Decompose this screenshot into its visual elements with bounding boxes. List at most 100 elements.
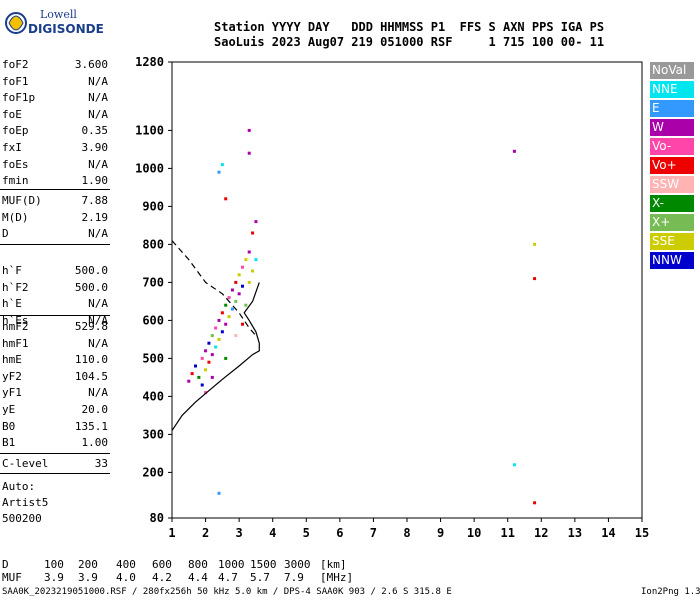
echo-point	[247, 151, 251, 155]
param-value: 529.8	[74, 320, 108, 333]
param-value: 135.1	[74, 419, 108, 433]
header-line2: SaoLuis 2023 Aug07 219 051000 RSF 1 715 …	[214, 35, 605, 49]
echo-point	[217, 170, 221, 174]
x-tick-label: 14	[601, 526, 615, 540]
echo-point	[237, 292, 241, 296]
param-label: hmF1	[2, 336, 29, 350]
echo-point	[254, 258, 258, 262]
legend-item: Vo+	[650, 157, 694, 174]
param-value: 500.0	[74, 280, 108, 294]
param-label: h`F2	[2, 280, 29, 294]
legend-item: SSW	[650, 176, 694, 193]
echo-point	[224, 197, 228, 201]
auto-trace-dashed-line	[171, 240, 257, 336]
y-tick-label: 300	[142, 427, 164, 441]
param-value: 1.90	[81, 174, 109, 188]
y-tick-label: 800	[142, 237, 164, 251]
echo-point	[204, 349, 208, 353]
echo-point	[234, 280, 238, 284]
param-value: N/A	[88, 313, 108, 327]
muf_row-value: 4.0	[116, 571, 136, 584]
param-value: N/A	[88, 107, 108, 121]
param-label: h`E	[2, 297, 22, 311]
distance_row-value: 1000	[218, 558, 245, 571]
param-row: MUF(D) 7.88	[2, 194, 108, 208]
echo-point	[224, 356, 228, 360]
muf_row-value: 5.7	[250, 571, 270, 584]
param-value: 7.88	[81, 194, 109, 207]
param-value: 104.5	[74, 369, 108, 383]
distance_row-value: 200	[78, 558, 98, 571]
version-label: Ion2Png 1.3.17	[641, 587, 700, 597]
param-label: foEs	[2, 157, 29, 171]
echo-point	[533, 501, 537, 505]
param-label: hmF2	[2, 320, 29, 333]
param-row: hmE 110.0	[2, 353, 108, 367]
param-row: fxI 3.90	[2, 141, 108, 155]
ionogram-chart: 1 2 3 4 5 6 7 8 9 10 11 12 13 14 158020030040050060070…	[135, 55, 649, 540]
distance_row-value: 400	[116, 558, 136, 571]
param-label: D	[2, 227, 9, 241]
y-tick-label: 700	[142, 275, 164, 289]
y-tick-label: 900	[142, 199, 164, 213]
logo-line1: Lowell	[40, 8, 77, 21]
logo-line2: DIGISONDE	[28, 22, 104, 36]
legend-item: X-	[650, 195, 694, 212]
echo-point	[207, 341, 211, 345]
echo-point	[241, 265, 244, 269]
param-label: yF1	[2, 386, 22, 400]
muf_row-value: 3.9	[44, 571, 64, 584]
echo-point	[251, 269, 255, 273]
x-tick-label: 7	[370, 526, 377, 540]
echo-point	[237, 273, 241, 277]
param-value: 1.00	[81, 436, 109, 450]
param-row: foF2 3.600	[2, 58, 108, 72]
param-value: N/A	[88, 297, 108, 311]
param-row: h`Es N/A	[2, 314, 108, 328]
header-line1: Station YYYY DAY DDD HHMMSS P1 FFS S AXN…	[214, 20, 605, 34]
param-label: yF2	[2, 369, 22, 383]
param-row: h`E N/A	[2, 297, 108, 311]
param-label: yE	[2, 403, 16, 416]
param-label: hmE	[2, 353, 22, 367]
file-info-note: SAA0K_2023219051000.RSF / 280fx256h 50 k…	[2, 587, 452, 597]
param-value: N/A	[88, 336, 108, 350]
x-tick-label: 3	[236, 526, 243, 540]
echo-point	[533, 277, 537, 281]
echo-point	[210, 375, 214, 379]
param-row: foE N/A	[2, 108, 108, 122]
legend-item: NNE	[650, 81, 694, 98]
echo-point	[187, 379, 191, 383]
legend-item: W	[650, 119, 694, 136]
param-row: fmin 1.90	[2, 174, 108, 188]
param-row: foEs N/A	[2, 158, 108, 172]
param-row: hmF2 529.8	[2, 320, 108, 334]
panel-separator	[0, 473, 110, 474]
muf_row-value: 4.2	[152, 571, 172, 584]
legend-item: X+	[650, 214, 694, 231]
echo-point	[244, 258, 248, 262]
plot-frame	[171, 61, 643, 519]
x-tick-label: 15	[635, 526, 649, 540]
legend-item: E	[650, 100, 694, 117]
echo-point	[247, 128, 251, 132]
echo-point	[241, 322, 244, 326]
param-value: 0.35	[81, 124, 109, 138]
echo-point	[190, 372, 194, 376]
y-tick-label: 600	[142, 313, 164, 327]
echo-point	[224, 303, 228, 307]
echo-point	[234, 299, 238, 303]
legend-item: NoVal	[650, 62, 694, 79]
panel-separator	[0, 244, 110, 245]
echo-point	[227, 296, 231, 300]
echo-point	[220, 330, 224, 334]
param-row: D N/A	[2, 227, 108, 241]
distance_row-value: 3000	[284, 558, 311, 571]
echo-point	[220, 311, 224, 315]
param-label: fxI	[2, 141, 22, 154]
y-tick-label: 80	[150, 511, 164, 525]
param-row: h`F2 500.0	[2, 281, 108, 295]
param-label: foF1	[2, 74, 29, 88]
muf-row: MUF 3.9 3.9 4.0 4.2 4.4 4.7 5.7 7.9 [MHz]	[2, 571, 562, 585]
echo-point	[194, 364, 197, 368]
